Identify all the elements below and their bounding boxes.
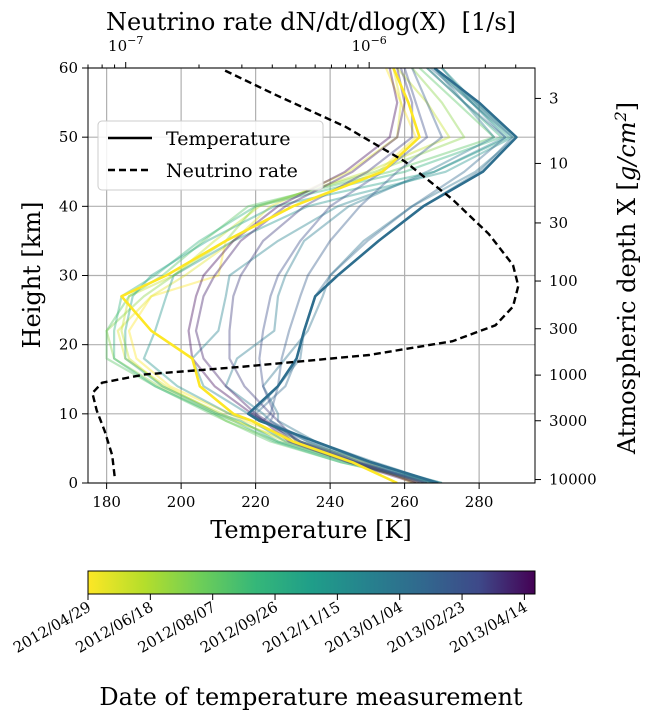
y-tick-label: 0 [68, 474, 78, 492]
y-axis-ticks: 0 10 20 30 40 50 60 [59, 59, 88, 492]
temperature-series-line-5 [113, 68, 503, 483]
y-axis-label: Height [km] [18, 202, 46, 349]
temperature-series-line-1 [116, 68, 417, 483]
y-tick-label: 20 [59, 336, 78, 354]
highlighted-series-group [120, 68, 518, 483]
right-axis-label: Atmospheric depth X [g/cm2] [611, 102, 641, 455]
right-tick-label: 10 [549, 154, 568, 172]
right-tick-label: 300 [549, 320, 578, 338]
right-tick-label: 100 [549, 272, 578, 290]
y-tick-label: 40 [59, 197, 78, 215]
top-axis-ticks: 10−7 10−6 [87, 34, 517, 68]
temperature-series-line-17 [187, 68, 417, 483]
temperature-series-line-10 [262, 68, 518, 483]
temperature-series-line-3 [105, 68, 466, 483]
x-tick-label: 240 [316, 493, 345, 511]
y-tick-label: 10 [59, 405, 78, 423]
x-axis-label: Temperature [K] [210, 516, 412, 544]
top-tick-label: 10−7 [108, 34, 143, 55]
highlighted-temperature-line-0 [120, 68, 421, 483]
temperature-series-line-4 [105, 68, 496, 483]
x-tick-label: 280 [465, 493, 494, 511]
temperature-series-line-8 [191, 68, 507, 483]
neutrino-rate-line [91, 68, 520, 477]
legend: Temperature Neutrino rate [97, 120, 324, 191]
x-tick-label: 200 [167, 493, 196, 511]
right-tick-label: 3000 [549, 412, 587, 430]
temperature-series-line-7 [142, 68, 514, 483]
colorbar: 2012/04/292012/06/182012/08/072012/09/26… [10, 570, 536, 711]
right-tick-label: 10000 [549, 471, 597, 489]
temperature-series-line-6 [124, 68, 510, 483]
temperature-series-line-2 [120, 68, 451, 483]
top-tick-label: 10−6 [351, 34, 386, 55]
colorbar-ticks: 2012/04/292012/06/182012/08/072012/09/26… [10, 594, 530, 657]
colorbar-label: Date of temperature measurement [99, 683, 522, 711]
x-tick-label: 180 [92, 493, 121, 511]
y-tick-label: 50 [59, 128, 78, 146]
right-tick-label: 3 [549, 89, 559, 107]
y-tick-label: 60 [59, 59, 78, 77]
right-axis-ticks: 3 10 30 100 300 1000 3000 10000 [535, 89, 597, 489]
legend-label-neutrino-rate: Neutrino rate [166, 160, 298, 182]
x-axis-ticks: 180 200 220 240 260 280 [92, 483, 493, 511]
temperature-series-line-13 [262, 68, 443, 483]
temperature-series-line-16 [194, 68, 420, 483]
x-tick-label: 220 [241, 493, 270, 511]
x-tick-label: 260 [390, 493, 419, 511]
right-tick-label: 30 [549, 214, 568, 232]
legend-label-temperature: Temperature [166, 128, 290, 150]
right-tick-label: 1000 [549, 366, 587, 384]
legend-box [97, 120, 324, 191]
top-axis-label: Neutrino rate dN/dt/dlog(X) [1/s] [106, 8, 516, 36]
colorbar-gradient [87, 570, 536, 595]
highlighted-temperature-line-1 [246, 68, 518, 483]
y-tick-label: 30 [59, 267, 78, 285]
